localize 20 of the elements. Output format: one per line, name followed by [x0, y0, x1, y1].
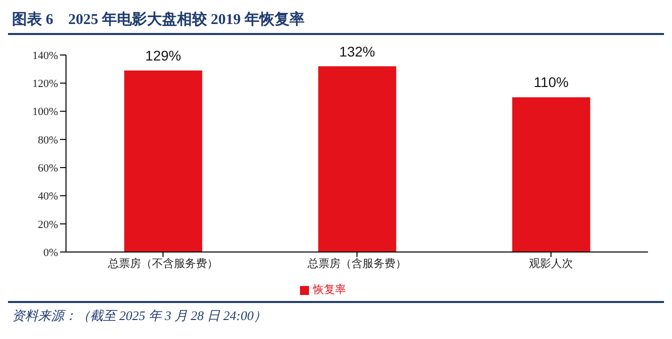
y-tick-label: 140% [32, 50, 58, 62]
text: 资料来源：（截至 2025 年 3 月 28 日 24:00） [8, 301, 664, 325]
y-tick-label: 60% [38, 162, 58, 174]
y-tick-label: 40% [38, 190, 58, 203]
y-tick-label: 0% [43, 246, 58, 259]
bar [512, 97, 590, 252]
data-label: 110% [534, 74, 569, 90]
y-tick-label: 20% [38, 218, 58, 231]
bar [124, 70, 202, 252]
x-tick-label: 总票房（含服务费） [306, 256, 406, 270]
data-label: 132% [339, 43, 376, 60]
chart-title: 图表 6 2025 年电影大盘相较 2019 年恢复率 [8, 8, 664, 35]
data-label: 129% [145, 47, 182, 64]
legend-label: 恢复率 [313, 284, 346, 296]
x-tick-label: 观影人次 [529, 258, 573, 270]
bar [318, 66, 396, 252]
y-tick-label: 100% [32, 106, 58, 118]
y-tick-label: 80% [38, 134, 58, 146]
x-tick-label: 总票房（不含服务费） [107, 256, 218, 270]
y-tick-label: 120% [32, 78, 58, 90]
